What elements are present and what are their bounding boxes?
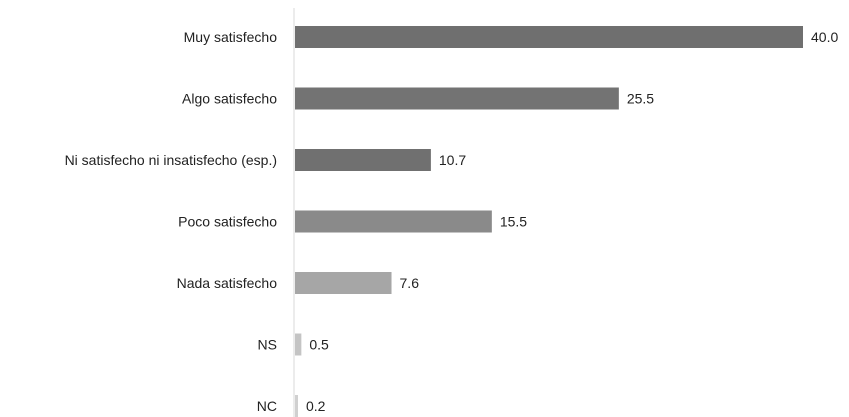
bar-muy-satisfecho — [295, 26, 803, 48]
category-labels-group: Muy satisfecho Algo satisfecho Ni satisfec… — [65, 29, 278, 414]
bar-ni-satisfecho-ni-insatisfecho-esp — [295, 149, 431, 171]
bar-nada-satisfecho — [295, 272, 392, 294]
bar-algo-satisfecho — [295, 87, 619, 110]
bars-group — [295, 26, 803, 417]
value-labels-group: 40.0 25.5 10.7 15.5 7.6 0.5 0.2 — [306, 29, 838, 414]
bar-nc — [295, 395, 298, 417]
category-label-muy-satisfecho: Muy satisfecho — [184, 29, 278, 45]
value-label-poco-satisfecho: 15.5 — [500, 214, 527, 230]
value-label-nada-satisfecho: 7.6 — [400, 275, 420, 291]
value-label-ni-satisfecho-ni-insatisfecho-esp: 10.7 — [439, 152, 466, 168]
value-label-ns: 0.5 — [309, 337, 329, 353]
category-label-nada-satisfecho: Nada satisfecho — [177, 275, 278, 291]
category-label-nc: NC — [257, 398, 277, 414]
category-label-algo-satisfecho: Algo satisfecho — [182, 91, 277, 107]
value-label-nc: 0.2 — [306, 398, 326, 414]
bar-ns — [295, 333, 302, 356]
category-label-ni-satisfecho-ni-insatisfecho-esp: Ni satisfecho ni insatisfecho (esp.) — [65, 152, 277, 168]
category-label-ns: NS — [258, 337, 277, 353]
value-label-algo-satisfecho: 25.5 — [627, 91, 654, 107]
bar-poco-satisfecho — [295, 210, 492, 233]
value-label-muy-satisfecho: 40.0 — [811, 29, 838, 45]
category-label-poco-satisfecho: Poco satisfecho — [178, 214, 277, 230]
